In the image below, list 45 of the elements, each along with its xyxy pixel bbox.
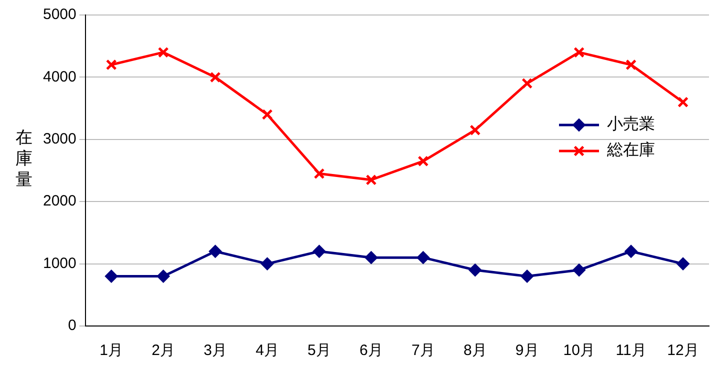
x-tick-label: 12月: [667, 342, 699, 360]
y-tick-label: 1000: [42, 254, 76, 272]
x-tick-label: 3月: [204, 342, 227, 360]
x-tick-label: 1月: [100, 342, 124, 360]
point: [106, 59, 117, 70]
x-tick-label: 7月: [411, 342, 435, 360]
point: [210, 72, 221, 83]
point: [208, 244, 222, 258]
y-tick-label: 3000: [42, 130, 76, 148]
y-tick-label: 2000: [42, 192, 76, 210]
x-tick-label: 11月: [616, 342, 646, 360]
point: [366, 174, 377, 186]
legend-label: 小売業: [607, 114, 655, 134]
point: [574, 46, 585, 58]
point: [418, 156, 429, 167]
point: [468, 264, 482, 277]
x-tick-label: 5月: [308, 342, 331, 360]
y-tick-label: 4000: [42, 68, 76, 86]
point: [156, 270, 170, 283]
legend-label: 総在庫: [606, 140, 655, 160]
point: [312, 244, 326, 258]
point: [158, 46, 169, 58]
y-tick-label: 0: [68, 317, 76, 334]
point: [522, 78, 533, 89]
point: [520, 270, 534, 283]
x-tick-label: 6月: [360, 342, 383, 360]
x-tick-label: 8月: [463, 342, 487, 360]
point: [470, 124, 481, 136]
point: [572, 264, 586, 277]
point: [262, 109, 273, 120]
y-tick-label: 5000: [42, 6, 76, 24]
point: [626, 59, 637, 70]
x-tick-label: 9月: [515, 342, 539, 360]
y-axis-title: 在庫量: [14, 128, 34, 191]
point: [314, 168, 325, 180]
point: [104, 270, 118, 283]
x-tick-label: 2月: [152, 342, 175, 360]
point: [624, 244, 638, 258]
point: [364, 251, 378, 264]
point: [416, 251, 430, 264]
point: [676, 257, 690, 270]
point: [260, 257, 274, 270]
x-tick-label: 4月: [256, 342, 279, 360]
x-tick-label: 10月: [563, 342, 595, 360]
point: [678, 96, 689, 108]
